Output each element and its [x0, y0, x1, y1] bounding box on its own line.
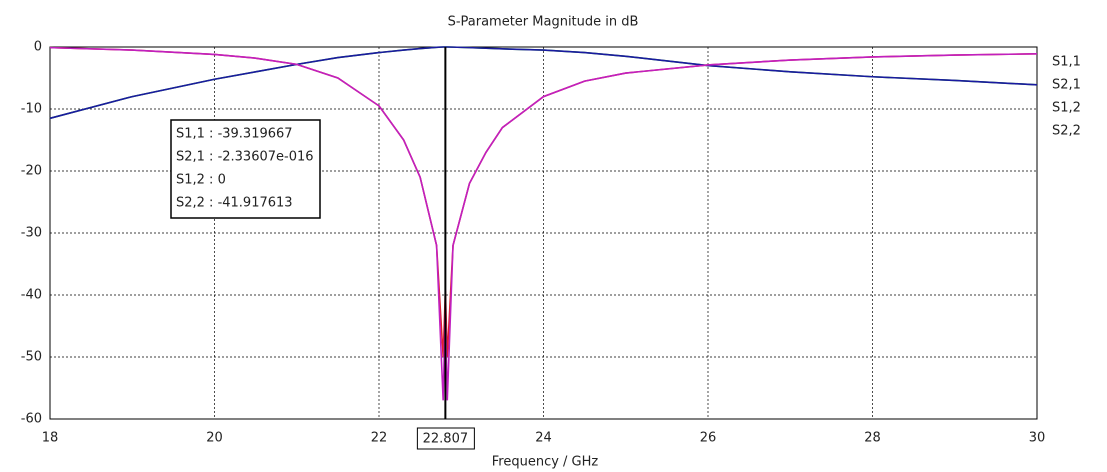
marker-label-box	[416, 427, 475, 450]
x-axis-label: Frequency / GHz	[492, 455, 599, 470]
series-line	[49, 46, 1038, 401]
x-tick-label: 28	[864, 431, 881, 446]
x-tick-label: 18	[42, 431, 59, 446]
y-tick-label: -60	[21, 412, 42, 427]
x-tick-label: 30	[1029, 431, 1046, 446]
y-tick-label: -10	[21, 102, 42, 117]
y-tick-label: 0	[34, 40, 42, 55]
y-tick-label: -50	[21, 350, 42, 365]
legend-entry: S1,1	[1052, 55, 1081, 70]
readout-text: S2,2 : -41.917613	[176, 196, 293, 211]
y-tick-label: -30	[21, 226, 42, 241]
legend-entry: S2,2	[1052, 124, 1081, 139]
x-tick-label: 26	[700, 431, 717, 446]
marker-label: 22.807	[423, 432, 469, 447]
x-tick-label: 24	[535, 431, 552, 446]
readout-text: S2,1 : -2.33607e-016	[176, 150, 314, 165]
x-tick-label: 22	[371, 431, 388, 446]
chart-title: S-Parameter Magnitude in dB	[448, 15, 639, 30]
readout-text: S1,1 : -39.319667	[176, 127, 293, 142]
y-tick-label: -40	[21, 288, 42, 303]
readout-box	[170, 119, 321, 219]
y-tick-label: -20	[21, 164, 42, 179]
legend-entry: S1,2	[1052, 101, 1081, 116]
readout-text: S1,2 : 0	[176, 173, 226, 188]
legend-entry: S2,1	[1052, 78, 1081, 93]
x-tick-label: 20	[206, 431, 223, 446]
plot-frame	[49, 46, 1038, 420]
